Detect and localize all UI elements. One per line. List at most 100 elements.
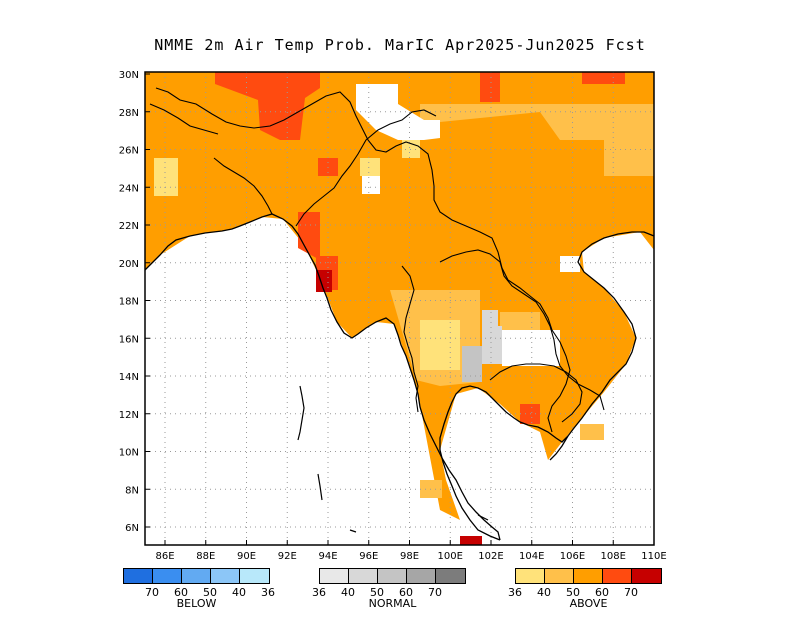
legend-swatch <box>603 569 632 583</box>
legend-value: 40 <box>537 586 551 599</box>
legend-below-values: 70 60 50 40 36 <box>123 586 275 600</box>
probability-region <box>580 424 604 440</box>
legend-above-label: ABOVE <box>569 597 608 610</box>
legend-value: 60 <box>595 586 609 599</box>
legend-value: 36 <box>261 586 275 599</box>
y-tick-label: 30N <box>119 70 139 81</box>
legend-below: 70 60 50 40 36 BELOW <box>123 568 275 610</box>
legend-swatch <box>516 569 545 583</box>
legend-swatch <box>436 569 465 583</box>
probability-region <box>298 212 320 260</box>
country-borders <box>155 87 571 433</box>
legend-value: 70 <box>145 586 159 599</box>
legend-normal: 36 40 50 60 70 NORMAL <box>312 568 466 610</box>
y-tick-label: 16N <box>119 334 139 345</box>
legend-value: 60 <box>399 586 413 599</box>
probability-region <box>460 536 482 545</box>
x-tick-label: 92E <box>278 551 297 562</box>
x-tick-label: 94E <box>318 551 337 562</box>
legend-value: 60 <box>174 586 188 599</box>
y-tick-label: 18N <box>119 297 139 308</box>
bangladesh-border <box>213 157 273 215</box>
legend-swatch <box>574 569 603 583</box>
probability-region <box>360 158 380 176</box>
probability-region <box>420 104 654 176</box>
cambodia-border <box>489 363 583 423</box>
china-border <box>295 109 437 227</box>
nepal-border <box>149 103 219 135</box>
probability-region <box>500 312 540 330</box>
y-tick-label: 14N <box>119 372 139 383</box>
probability-region <box>482 326 502 364</box>
legend-swatch <box>124 569 153 583</box>
x-tick-label: 104E <box>519 551 544 562</box>
map-title: NMME 2m Air Temp Prob. MarIC Apr2025-Jun… <box>154 36 646 54</box>
coastlines <box>144 87 655 541</box>
legend-below-swatches <box>123 568 270 584</box>
y-tick-label: 12N <box>119 410 139 421</box>
x-tick-label: 100E <box>438 551 463 562</box>
x-tick-label: 108E <box>601 551 626 562</box>
x-tick-label: 90E <box>237 551 256 562</box>
legend-above-swatches <box>515 568 662 584</box>
probability-region <box>356 84 440 140</box>
probability-region <box>560 256 580 272</box>
x-tick-label: 88E <box>196 551 215 562</box>
legend-value: 70 <box>624 586 638 599</box>
y-tick-label: 20N <box>119 259 139 270</box>
legend-value: 40 <box>341 586 355 599</box>
legend-value: 50 <box>566 586 580 599</box>
probability-region <box>215 72 320 140</box>
legend-swatch <box>378 569 407 583</box>
myanmar-thailand-border <box>401 265 419 413</box>
map-frame <box>144 71 655 546</box>
y-tick-label: 8N <box>125 485 139 496</box>
legend-below-label: BELOW <box>176 597 217 610</box>
laos-border <box>439 249 605 411</box>
legend-value: 40 <box>232 586 246 599</box>
legend-swatch <box>182 569 211 583</box>
legend-swatch <box>407 569 436 583</box>
x-tick-label: 86E <box>155 551 174 562</box>
x-tick-label: 102E <box>478 551 503 562</box>
legend-swatch <box>349 569 378 583</box>
probability-cells <box>145 72 654 545</box>
probability-region <box>316 270 332 292</box>
y-tick-label: 10N <box>119 448 139 459</box>
legend-swatch <box>240 569 269 583</box>
legend-value: 36 <box>312 586 326 599</box>
x-tick-label: 110E <box>641 551 666 562</box>
legend-above: 36 40 50 60 70 ABOVE <box>508 568 662 610</box>
x-tick-label: 106E <box>560 551 585 562</box>
y-tick-label: 26N <box>119 146 139 157</box>
india-myanmar-coast <box>144 213 501 541</box>
x-tick-label: 98E <box>400 551 419 562</box>
y-axis-ticks: 30N 28N 26N 24N 22N 20N 18N 16N 14N 12N 10N 8N 6N <box>119 70 150 534</box>
legend-value: 70 <box>428 586 442 599</box>
probability-region <box>582 72 625 84</box>
probability-region <box>362 176 380 194</box>
probability-region <box>420 320 460 370</box>
legend-normal-values: 36 40 50 60 70 <box>312 586 466 600</box>
probability-region <box>462 346 482 382</box>
x-tick-label: 96E <box>359 551 378 562</box>
probability-region <box>482 310 498 326</box>
probability-region <box>154 158 178 196</box>
legend-normal-swatches <box>319 568 466 584</box>
legend-swatch <box>320 569 349 583</box>
y-tick-label: 22N <box>119 221 139 232</box>
legend-value: 36 <box>508 586 522 599</box>
y-tick-label: 24N <box>119 183 139 194</box>
legend-normal-label: NORMAL <box>368 597 417 610</box>
thailand-gulf-coast <box>439 231 655 541</box>
legend-swatch <box>632 569 661 583</box>
andaman-islands <box>297 385 489 533</box>
y-tick-label: 6N <box>125 523 139 534</box>
legend-value: 50 <box>203 586 217 599</box>
y-tick-label: 28N <box>119 108 139 119</box>
legend-swatch <box>545 569 574 583</box>
legend-swatch <box>211 569 240 583</box>
legend-value: 50 <box>370 586 384 599</box>
legend-above-values: 36 40 50 60 70 <box>508 586 662 600</box>
